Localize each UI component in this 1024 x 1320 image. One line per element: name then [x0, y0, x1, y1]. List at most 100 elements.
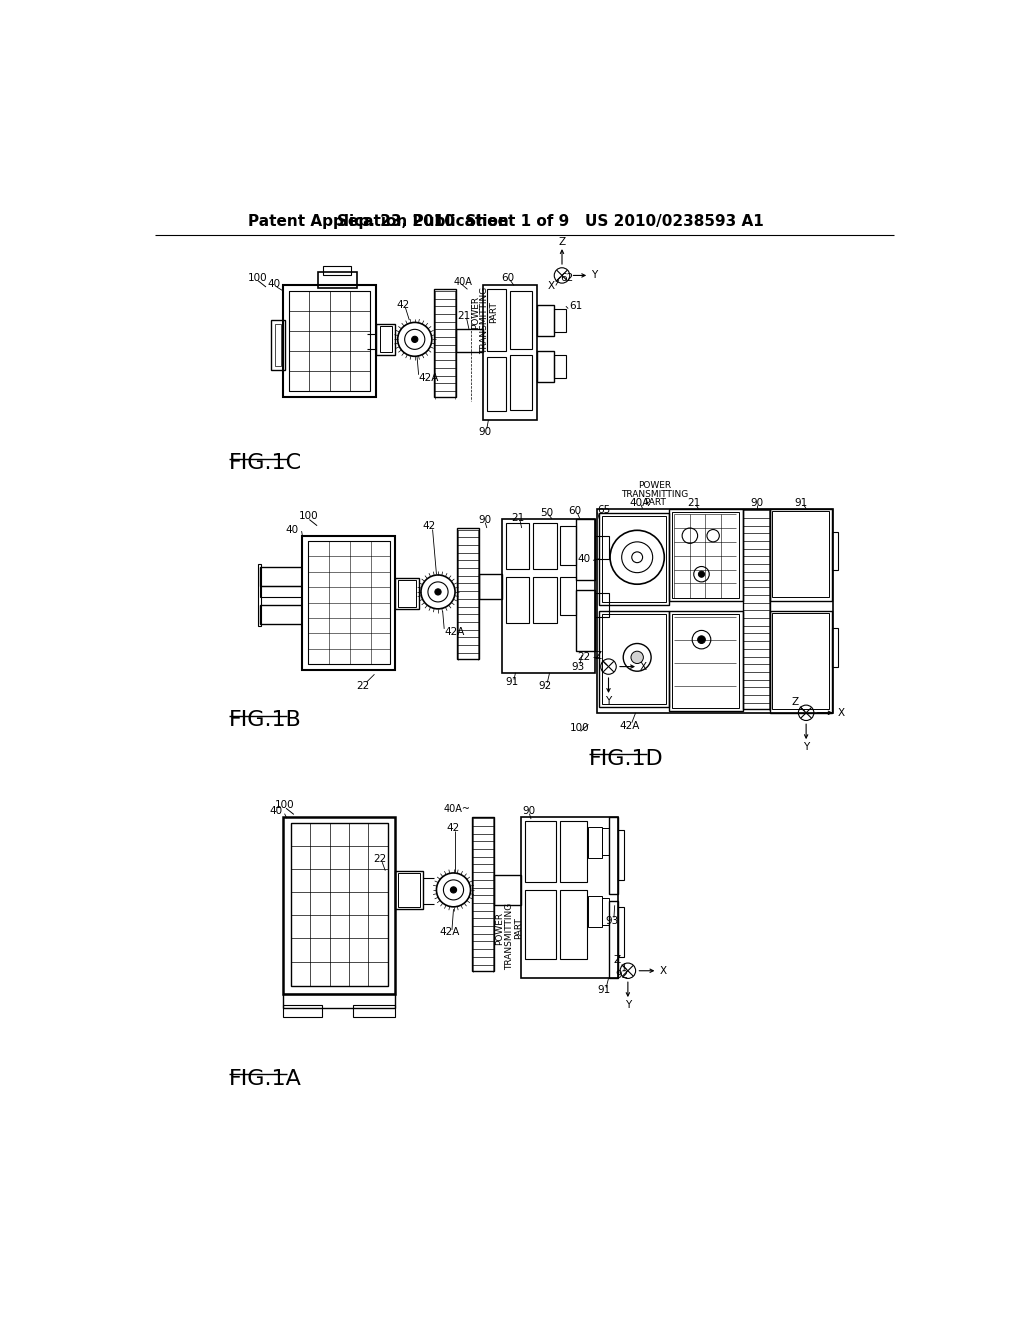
Bar	[599, 611, 669, 708]
Bar	[376, 323, 395, 355]
Text: POWER: POWER	[638, 482, 672, 490]
Text: 90: 90	[478, 426, 492, 437]
Text: TRANSMITTING: TRANSMITTING	[480, 286, 489, 354]
Text: POWER: POWER	[496, 912, 505, 945]
Text: Y: Y	[592, 271, 598, 280]
Bar	[283, 817, 395, 994]
Bar	[588, 826, 601, 858]
Bar	[260, 586, 302, 597]
Bar	[669, 508, 742, 601]
Text: 22: 22	[578, 652, 591, 663]
Bar	[524, 821, 556, 882]
Text: 100: 100	[275, 800, 295, 810]
Bar	[588, 896, 601, 927]
Text: US 2010/0238593 A1: US 2010/0238593 A1	[585, 214, 764, 230]
Text: Patent Application Publication: Patent Application Publication	[248, 214, 509, 230]
Text: X: X	[838, 708, 845, 718]
Bar	[772, 511, 829, 597]
Text: FIG.1C: FIG.1C	[228, 453, 302, 474]
Text: 42A: 42A	[620, 721, 640, 731]
Text: 42: 42	[446, 824, 460, 833]
Bar	[486, 289, 506, 351]
Bar	[456, 330, 483, 352]
Bar	[397, 873, 420, 907]
Bar	[324, 267, 351, 276]
Bar	[317, 272, 356, 288]
Text: TRANSMITTING: TRANSMITTING	[505, 903, 514, 970]
Text: PART: PART	[489, 301, 499, 323]
Text: 42A: 42A	[419, 372, 439, 383]
Bar	[503, 519, 595, 673]
Bar	[772, 614, 829, 709]
Bar	[770, 508, 831, 601]
Text: Y: Y	[803, 742, 809, 752]
Bar	[275, 323, 282, 367]
Text: POWER: POWER	[471, 296, 479, 329]
Bar	[524, 890, 556, 960]
Bar	[831, 628, 838, 667]
Text: 93: 93	[570, 661, 584, 672]
Bar	[479, 574, 503, 599]
Text: Z: Z	[558, 236, 565, 247]
Text: PART: PART	[514, 917, 523, 940]
Bar	[534, 523, 557, 569]
Text: Y: Y	[625, 1001, 631, 1010]
Bar	[380, 326, 391, 352]
Circle shape	[632, 552, 643, 562]
Bar	[506, 577, 529, 623]
Bar	[534, 577, 557, 623]
Text: 21: 21	[511, 513, 524, 523]
Text: 40A: 40A	[630, 498, 649, 508]
Text: 100: 100	[248, 273, 267, 282]
Text: 100: 100	[569, 723, 590, 733]
Text: PART: PART	[644, 498, 666, 507]
Bar	[601, 829, 609, 855]
Text: 61: 61	[569, 301, 583, 312]
Bar	[510, 290, 531, 348]
Circle shape	[698, 572, 705, 577]
Bar	[602, 516, 666, 602]
Bar	[608, 817, 617, 894]
Bar	[260, 566, 302, 586]
Bar	[560, 577, 575, 615]
Bar	[597, 508, 834, 713]
Text: 42A: 42A	[439, 927, 460, 937]
Text: 22: 22	[356, 681, 370, 690]
Text: 21: 21	[687, 498, 700, 508]
Text: Z: Z	[792, 697, 799, 708]
Text: Z: Z	[594, 651, 601, 661]
Text: FIG.1A: FIG.1A	[228, 1069, 302, 1089]
Bar	[538, 351, 554, 381]
Bar	[260, 605, 302, 624]
Bar	[283, 1006, 322, 1016]
Circle shape	[697, 636, 706, 644]
Bar	[472, 817, 494, 970]
Text: 42: 42	[396, 300, 410, 310]
Bar	[672, 512, 739, 598]
Bar	[397, 581, 417, 607]
Text: 91: 91	[506, 677, 519, 686]
Bar	[617, 907, 624, 957]
Text: 60: 60	[568, 506, 582, 516]
Bar	[283, 994, 395, 1007]
Text: Sep. 23, 2010  Sheet 1 of 9: Sep. 23, 2010 Sheet 1 of 9	[337, 214, 569, 230]
Text: X: X	[640, 661, 647, 672]
Text: 62: 62	[560, 273, 573, 282]
Bar	[258, 564, 261, 626]
Circle shape	[435, 589, 441, 595]
Text: TRANSMITTING: TRANSMITTING	[622, 490, 688, 499]
Bar	[560, 821, 587, 882]
Text: X: X	[659, 966, 667, 975]
Bar	[291, 822, 388, 986]
Bar	[602, 614, 666, 705]
Text: 90: 90	[750, 498, 763, 508]
Text: Z: Z	[613, 954, 621, 965]
Bar	[506, 523, 529, 569]
Bar	[599, 512, 669, 605]
Bar	[289, 290, 370, 391]
Bar	[608, 902, 617, 978]
Text: FIG.1D: FIG.1D	[589, 748, 664, 770]
Text: 65: 65	[597, 504, 610, 515]
Text: 22: 22	[374, 854, 386, 865]
Text: 42: 42	[422, 521, 435, 532]
